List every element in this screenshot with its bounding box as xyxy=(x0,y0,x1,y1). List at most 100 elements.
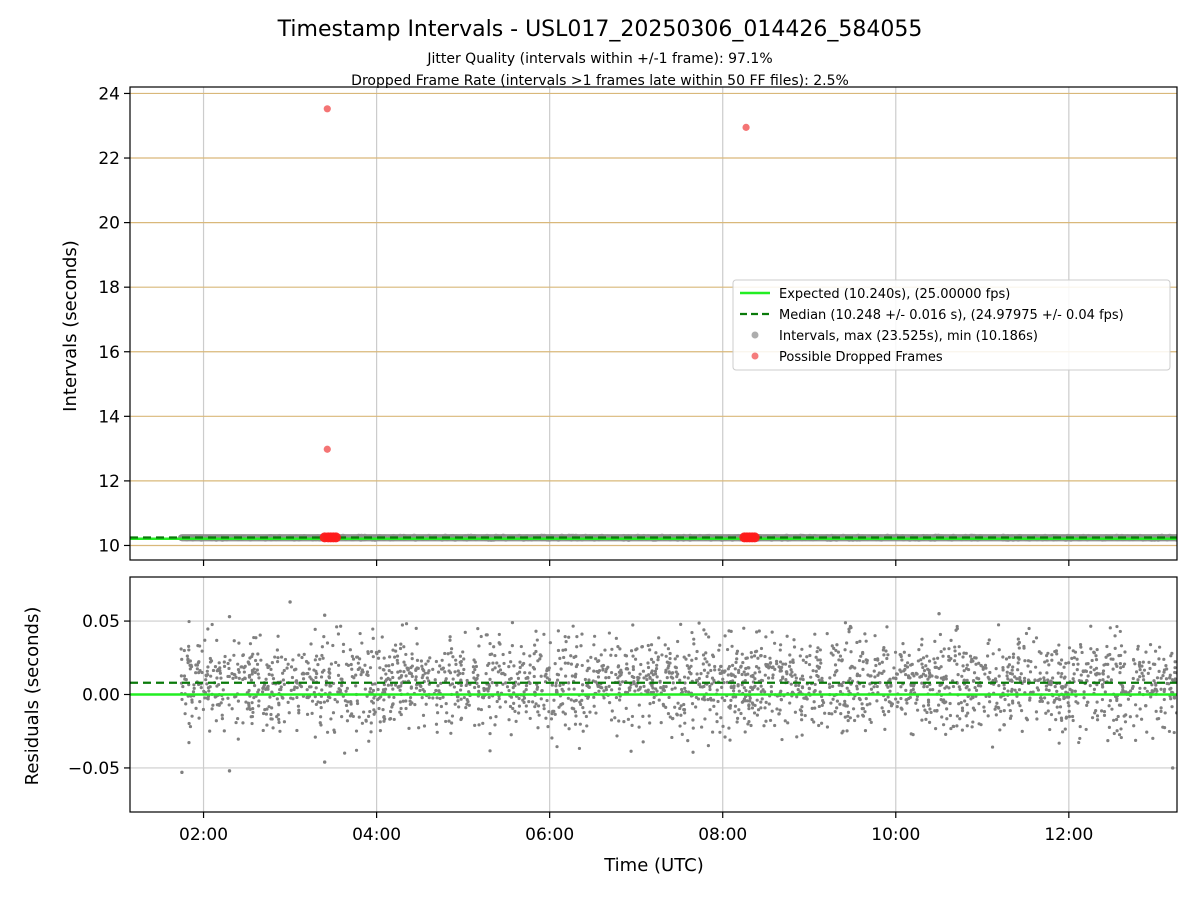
residual-point xyxy=(678,706,682,711)
residual-point xyxy=(201,707,205,712)
residual-point xyxy=(945,685,949,689)
residual-point xyxy=(998,728,1002,732)
residual-point xyxy=(900,658,904,662)
residual-point xyxy=(517,711,521,715)
x-axis-label: Time (UTC) xyxy=(603,855,704,876)
residual-point xyxy=(778,660,783,664)
residual-point xyxy=(880,671,884,676)
residual-point xyxy=(410,652,414,656)
residual-point xyxy=(877,671,881,675)
residual-point xyxy=(338,689,342,693)
residual-point xyxy=(391,702,395,707)
residual-point xyxy=(250,654,254,659)
residual-point xyxy=(607,675,611,680)
residual-point xyxy=(828,676,832,680)
residual-point xyxy=(673,665,677,669)
residual-point xyxy=(426,671,430,675)
residual-point xyxy=(1016,661,1020,665)
residual-point xyxy=(392,695,396,700)
residual-point xyxy=(585,724,589,728)
residual-point xyxy=(187,721,191,726)
residual-point xyxy=(575,663,579,667)
residual-point xyxy=(190,700,194,704)
residual-point xyxy=(873,634,877,638)
residual-point xyxy=(354,673,358,677)
residual-point xyxy=(580,663,584,668)
residual-point xyxy=(726,673,730,677)
residual-point xyxy=(1102,663,1106,667)
residual-point xyxy=(741,660,745,665)
residual-point xyxy=(702,628,706,632)
residual-point xyxy=(945,717,949,721)
residual-point xyxy=(195,667,199,671)
residual-point xyxy=(316,662,320,667)
residual-point xyxy=(880,660,884,664)
residual-point xyxy=(256,672,260,676)
residual-point xyxy=(599,685,603,690)
residual-point xyxy=(1155,676,1160,680)
residual-point xyxy=(654,651,658,655)
residual-point xyxy=(1064,716,1068,720)
residual-point xyxy=(644,674,648,678)
residual-point xyxy=(569,698,573,702)
residual-point xyxy=(533,705,537,709)
residual-point xyxy=(741,699,746,703)
residual-point xyxy=(1117,733,1122,737)
residual-point xyxy=(466,700,470,704)
residual-point xyxy=(462,667,466,672)
residual-point xyxy=(971,679,976,683)
residual-point xyxy=(840,658,844,662)
residual-point xyxy=(266,687,270,691)
residual-point xyxy=(435,703,439,707)
residual-point xyxy=(800,713,804,717)
residual-point xyxy=(461,650,465,654)
residual-point xyxy=(1063,727,1067,731)
residual-point xyxy=(1107,704,1111,708)
residual-point xyxy=(788,660,792,664)
residual-point xyxy=(1115,729,1119,733)
residual-point xyxy=(805,655,809,659)
residual-point xyxy=(648,701,652,706)
residual-point xyxy=(1079,645,1083,649)
residual-point xyxy=(495,699,499,704)
residuals-y-tick-label: −0.05 xyxy=(68,759,120,779)
residual-point xyxy=(387,669,391,673)
residual-point xyxy=(740,683,744,687)
residual-point xyxy=(528,681,532,685)
residual-point xyxy=(1006,665,1010,669)
residual-point xyxy=(206,627,210,631)
residual-point xyxy=(1111,667,1115,671)
residual-point xyxy=(326,695,331,699)
residual-point xyxy=(733,710,737,714)
residual-point xyxy=(657,698,661,702)
residual-point xyxy=(580,698,584,702)
residual-point xyxy=(577,746,582,751)
residual-point xyxy=(624,706,628,711)
residual-point xyxy=(652,695,656,700)
residual-point xyxy=(869,687,874,691)
residual-point xyxy=(1038,696,1043,700)
residual-point xyxy=(596,684,600,688)
residual-point xyxy=(818,658,822,662)
legend-swatch-marker xyxy=(751,331,759,339)
residual-point xyxy=(894,676,898,680)
residual-point xyxy=(1050,653,1054,657)
residual-point xyxy=(800,674,805,678)
residual-point xyxy=(354,729,359,733)
residual-point xyxy=(190,714,194,718)
residual-point xyxy=(236,737,240,741)
residual-point xyxy=(250,668,254,673)
residual-point xyxy=(831,697,835,701)
residual-point xyxy=(894,672,899,676)
residual-point xyxy=(902,650,906,654)
intervals-y-tick-label: 16 xyxy=(98,343,120,363)
residual-point xyxy=(862,684,866,688)
residual-point xyxy=(699,672,703,676)
residual-point xyxy=(1022,676,1027,680)
residual-point xyxy=(649,657,654,662)
residual-point xyxy=(567,727,571,731)
residual-point xyxy=(1106,739,1110,743)
residual-point xyxy=(769,690,774,694)
residual-point xyxy=(580,632,584,636)
residual-point xyxy=(313,627,317,631)
